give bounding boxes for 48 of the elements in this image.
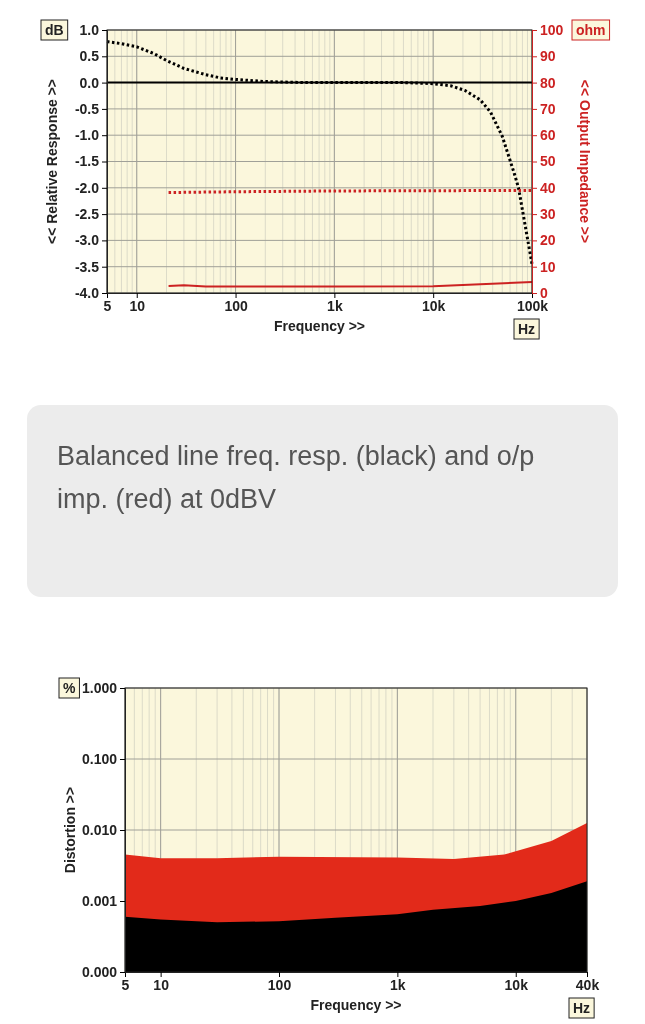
y-tick-label: -2.0 [74, 179, 100, 196]
x-axis-title: Frequency >> [273, 318, 366, 334]
x-tick-label: 10k [504, 976, 529, 993]
text: ohm [576, 22, 606, 38]
y-tick-label: 0.100 [81, 750, 118, 767]
y-tick-label: 1.000 [81, 679, 118, 696]
y-tick-label: -0.5 [74, 100, 100, 117]
y2-tick-label: 10 [540, 258, 556, 275]
text: Balanced line freq. resp. (black) and o/p imp. (red) at 0dBV [27, 405, 618, 597]
x-tick-label: 1k [390, 976, 406, 993]
x-tick-label: 5 [103, 297, 112, 314]
x-tick-label: 10 [153, 976, 170, 993]
y-tick-label: -3.5 [74, 258, 100, 275]
y-tick-label: -4.0 [74, 284, 100, 301]
x-tick-label: 100 [267, 976, 292, 993]
y2-tick-label: 80 [540, 74, 556, 91]
y-tick-label: -1.5 [74, 153, 100, 170]
y-tick-label: -1.0 [74, 127, 100, 144]
y-tick-label: 0.5 [79, 48, 100, 65]
y2-axis-title: << Output Impedance >> [577, 79, 593, 244]
y2-tick-label: 30 [540, 206, 556, 223]
y2-tick-label: 20 [540, 232, 556, 249]
y-axis-title: Distortion >> [62, 786, 78, 874]
text: % [63, 680, 76, 696]
y2-tick-label: 60 [540, 127, 556, 144]
x-tick-label: 1k [327, 297, 343, 314]
y-tick-label: 0.010 [81, 821, 118, 838]
y2-tick-label: 70 [540, 100, 556, 117]
y2-tick-label: 100 [540, 21, 564, 38]
x-tick-label: 100 [224, 297, 248, 314]
y-tick-label: 0.000 [81, 963, 118, 980]
y2-tick-label: 90 [540, 48, 556, 65]
x-tick-label: 5 [121, 976, 130, 993]
text: dB [45, 22, 64, 38]
text: Hz [518, 321, 536, 337]
x-tick-label: 40k [575, 976, 600, 993]
y2-tick-label: 50 [540, 153, 556, 170]
y-axis-title: << Relative Response >> [44, 79, 60, 244]
x-tick-label: 10 [129, 297, 146, 314]
y-tick-label: -2.5 [74, 206, 100, 223]
y-tick-label: 1.0 [79, 21, 100, 38]
x-axis-title: Frequency >> [310, 997, 402, 1013]
y-tick-label: 0.0 [79, 74, 100, 91]
text: Hz [573, 1000, 591, 1016]
x-tick-label: 10k [422, 297, 446, 314]
y-tick-label: -3.0 [74, 232, 100, 249]
y-tick-label: 0.001 [81, 892, 118, 909]
y2-tick-label: 40 [540, 179, 556, 196]
